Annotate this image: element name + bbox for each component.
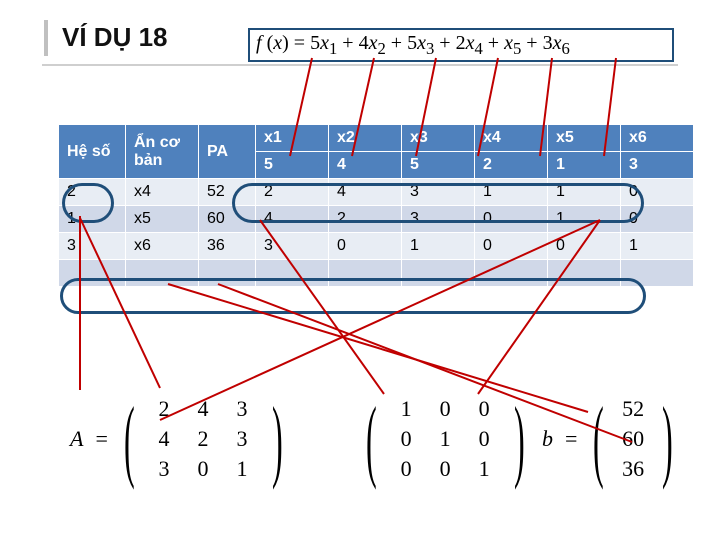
coef-x4: 2 — [475, 152, 548, 179]
col-x5: x5 — [548, 125, 621, 152]
matrix-cell: 52 — [614, 394, 652, 424]
coef-x1: 5 — [256, 152, 329, 179]
matrix-cell: 4 — [184, 394, 223, 424]
title-accent — [44, 20, 48, 56]
col-x2: x2 — [329, 125, 402, 152]
matrix-cell: 4 — [145, 424, 184, 454]
cell: 0 — [548, 233, 621, 260]
matrix-a-label: A — [70, 426, 83, 452]
header-row-1: Hệ số Ẩn cơ bản PA x1 x2 x3 x4 x5 x6 — [59, 125, 694, 152]
matrix-cell: 1 — [465, 454, 504, 484]
paren-left: ( — [124, 401, 135, 477]
matrix-cell: 0 — [184, 454, 223, 484]
matrix-cell: 2 — [145, 394, 184, 424]
cell: 2 — [329, 206, 402, 233]
matrix-cell: 3 — [223, 394, 262, 424]
cell: 3 — [256, 233, 329, 260]
cell-an: x5 — [126, 206, 199, 233]
matrix-cell: 2 — [184, 424, 223, 454]
objective-function-box: f (x) = 5x1 + 4x2 + 5x3 + 2x4 + x5 + 3x6 — [248, 28, 674, 62]
paren-left: ( — [366, 401, 377, 477]
matrix-cell: 0 — [465, 394, 504, 424]
matrix-b-grid: 526036 — [614, 394, 652, 484]
cell: 0 — [329, 233, 402, 260]
cell-hs: 1 — [59, 206, 126, 233]
col-pa: PA — [199, 125, 256, 179]
col-x4: x4 — [475, 125, 548, 152]
matrix-identity: ( 100010001 ) — [356, 394, 534, 484]
coef-x3: 5 — [402, 152, 475, 179]
cell: 0 — [621, 179, 694, 206]
paren-right: ) — [271, 401, 282, 477]
cell-pa: 52 — [199, 179, 256, 206]
cell: 1 — [548, 179, 621, 206]
matrix-cell: 1 — [387, 394, 426, 424]
matrix-a: A = ( 243423301 ) — [70, 394, 292, 484]
matrix-cell: 36 — [614, 454, 652, 484]
cell-pa: 60 — [199, 206, 256, 233]
col-x1: x1 — [256, 125, 329, 152]
matrix-cell: 60 — [614, 424, 652, 454]
cell: 3 — [402, 179, 475, 206]
cell: 3 — [402, 206, 475, 233]
cell: 1 — [475, 179, 548, 206]
title-underline — [42, 64, 678, 66]
cell: 4 — [256, 206, 329, 233]
cell: 4 — [329, 179, 402, 206]
cell-hs: 3 — [59, 233, 126, 260]
page-title-wrap: VÍ DỤ 18 — [62, 22, 168, 53]
table-row: 2 x4 52 2 4 3 1 1 0 — [59, 179, 694, 206]
matrix-cell: 0 — [387, 424, 426, 454]
matrix-i-grid: 100010001 — [387, 394, 504, 484]
cell-pa: 36 — [199, 233, 256, 260]
cell: 2 — [256, 179, 329, 206]
matrix-b: b = ( 526036 ) — [542, 394, 683, 484]
matrix-cell: 0 — [426, 394, 465, 424]
col-x3: x3 — [402, 125, 475, 152]
cell-an: x4 — [126, 179, 199, 206]
paren-right: ) — [662, 401, 673, 477]
page-title: VÍ DỤ 18 — [62, 22, 168, 53]
table-row: 1 x5 60 4 2 3 0 1 0 — [59, 206, 694, 233]
col-an-co-ban: Ẩn cơ bản — [126, 125, 199, 179]
cell-hs: 2 — [59, 179, 126, 206]
cell-an: x6 — [126, 233, 199, 260]
matrix-cell: 1 — [223, 454, 262, 484]
equals-sign: = — [565, 426, 577, 452]
table-row-empty — [59, 260, 694, 287]
coef-x2: 4 — [329, 152, 402, 179]
cell: 0 — [475, 206, 548, 233]
cell: 0 — [475, 233, 548, 260]
cell: 1 — [402, 233, 475, 260]
coef-x5: 1 — [548, 152, 621, 179]
cell: 1 — [548, 206, 621, 233]
table-row: 3 x6 36 3 0 1 0 0 1 — [59, 233, 694, 260]
col-he-so: Hệ số — [59, 125, 126, 179]
coef-x6: 3 — [621, 152, 694, 179]
paren-right: ) — [514, 401, 525, 477]
objective-function: f (x) = 5x1 + 4x2 + 5x3 + 2x4 + x5 + 3x6 — [256, 32, 570, 59]
matrix-cell: 0 — [387, 454, 426, 484]
cell: 1 — [621, 233, 694, 260]
matrix-b-label: b — [542, 426, 553, 452]
matrix-a-grid: 243423301 — [145, 394, 262, 484]
paren-left: ( — [593, 401, 604, 477]
col-x6: x6 — [621, 125, 694, 152]
matrix-cell: 3 — [145, 454, 184, 484]
cell: 0 — [621, 206, 694, 233]
matrix-cell: 0 — [465, 424, 504, 454]
simplex-table: Hệ số Ẩn cơ bản PA x1 x2 x3 x4 x5 x6 5 4… — [58, 124, 694, 287]
matrix-cell: 0 — [426, 454, 465, 484]
matrix-cell: 1 — [426, 424, 465, 454]
equals-sign: = — [95, 426, 107, 452]
matrix-cell: 3 — [223, 424, 262, 454]
